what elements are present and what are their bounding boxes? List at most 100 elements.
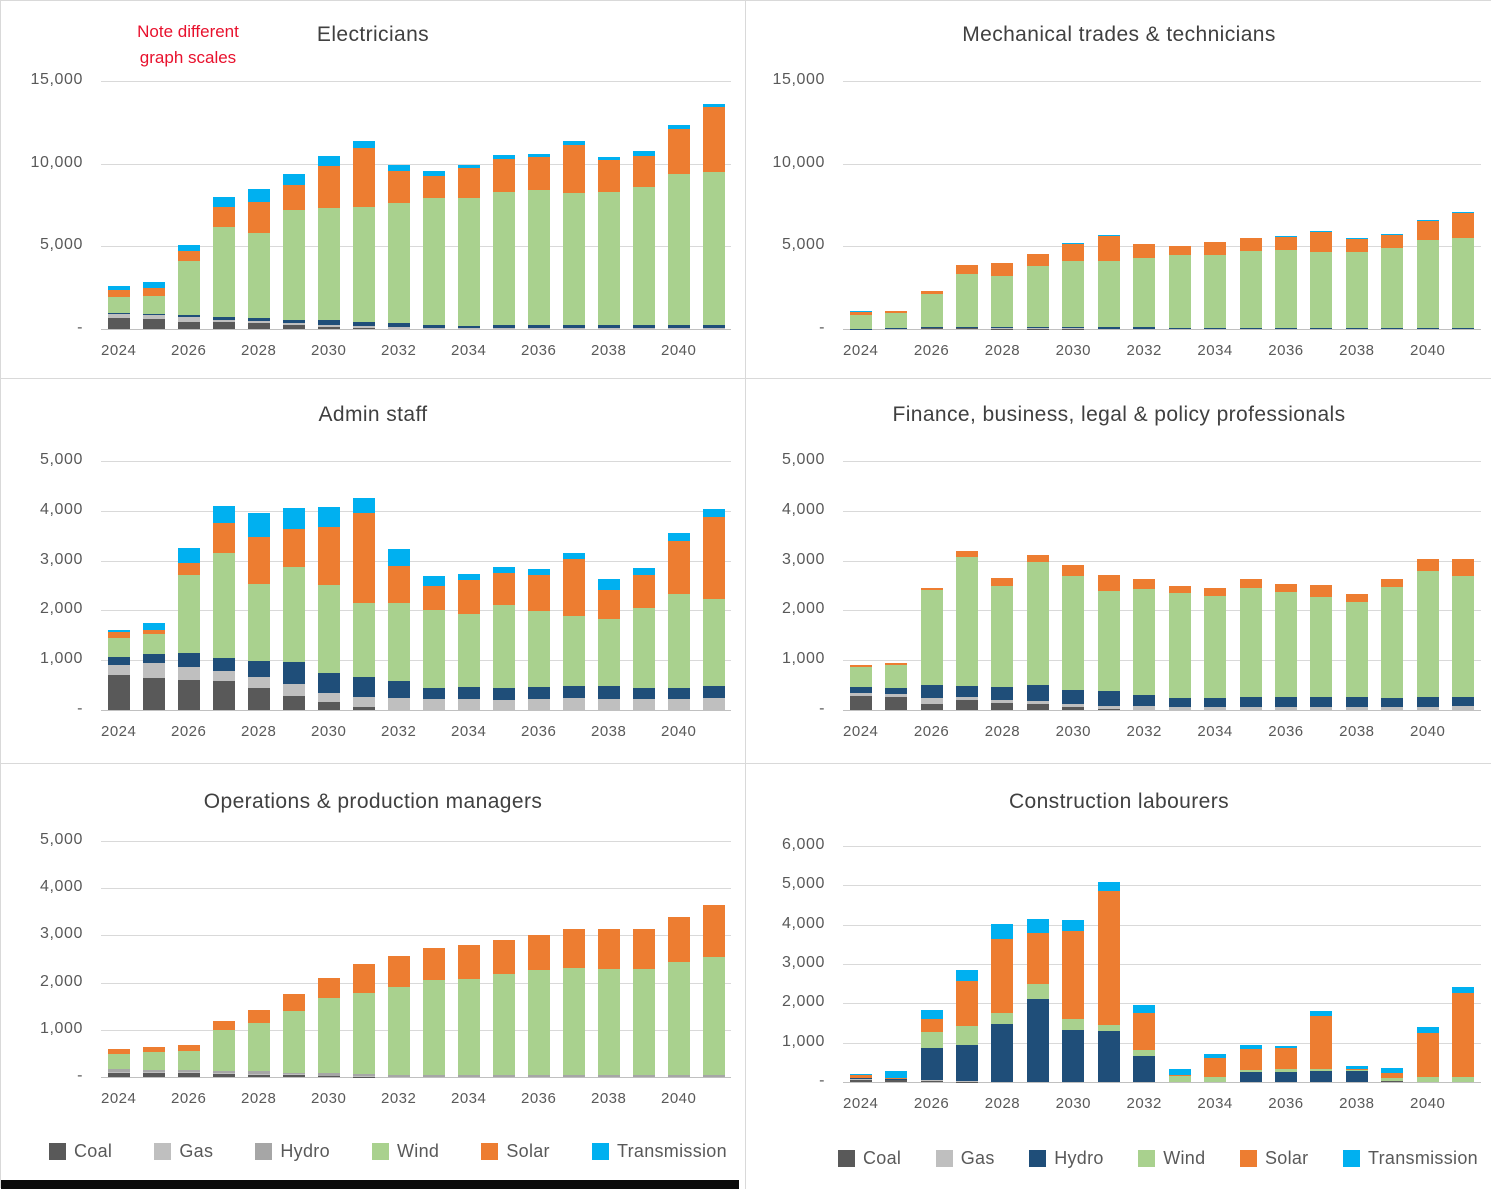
bar-segment-wind: [921, 294, 943, 327]
y-tick-label: 3,000: [782, 551, 825, 569]
bar-segment-coal: [850, 696, 872, 710]
x-tick-label: 2034: [1197, 1095, 1232, 1112]
bar-2029: [1027, 81, 1049, 329]
bar-2033: [423, 461, 445, 710]
bar-2024: [108, 461, 130, 710]
x-tick-label: [416, 342, 451, 359]
bar-slot-2034: [451, 461, 486, 710]
bar-segment-gas: [423, 699, 445, 710]
bar-segment-gas: [598, 328, 620, 329]
bars: [843, 81, 1481, 329]
legend-item-coal: Coal: [838, 1148, 901, 1169]
bar-slot-2037: [556, 461, 591, 710]
bar-segment-wind: [178, 1051, 200, 1070]
bar-slot-2038: [1339, 846, 1374, 1082]
bar-segment-wind: [528, 611, 550, 687]
x-tick-label: [1091, 723, 1126, 740]
bar-segment-hydro: [1417, 697, 1439, 706]
bar-segment-transmission: [388, 549, 410, 566]
bar-segment-solar: [633, 156, 655, 187]
x-tick-label: 2036: [521, 723, 556, 740]
bar-2024: [108, 81, 130, 329]
bar-slot-2031: [1091, 81, 1126, 329]
bar-segment-transmission: [318, 507, 340, 527]
x-tick-label: [1375, 1095, 1410, 1112]
bar-segment-hydro: [668, 688, 690, 699]
bar-segment-coal: [213, 681, 235, 710]
bar-2038: [598, 461, 620, 710]
bar-segment-wind: [1452, 576, 1474, 697]
bar-2040: [668, 461, 690, 710]
bar-segment-transmission: [178, 548, 200, 563]
bar-segment-wind: [108, 1054, 130, 1070]
bar-segment-transmission: [1133, 1005, 1155, 1014]
bar-segment-solar: [1240, 238, 1262, 251]
x-tick-label: [626, 1090, 661, 1107]
bar-segment-hydro: [1204, 698, 1226, 707]
bar-segment-hydro: [1346, 697, 1368, 707]
bar-segment-solar: [668, 917, 690, 962]
bar-segment-hydro: [991, 687, 1013, 700]
bar-slot-2034: [1197, 846, 1232, 1082]
bar-segment-solar: [598, 929, 620, 969]
bar-segment-gas: [248, 677, 270, 687]
bar-2040: [1417, 461, 1439, 710]
y-tick-label: 1,000: [782, 650, 825, 668]
x-tick-label: 2032: [1127, 723, 1162, 740]
bar-segment-wind: [248, 1023, 270, 1071]
legend-swatch-coal: [49, 1143, 66, 1160]
bar-segment-wind: [1169, 593, 1191, 698]
x-tick-label: [1091, 342, 1126, 359]
bar-2028: [991, 846, 1013, 1082]
bar-segment-transmission: [178, 245, 200, 252]
bar-segment-hydro: [1133, 1056, 1155, 1081]
bar-segment-wind: [850, 667, 872, 687]
bar-segment-wind: [213, 1030, 235, 1071]
bar-segment-solar: [248, 1010, 270, 1023]
bar-slot-2039: [1375, 81, 1410, 329]
legend-swatch-hydro: [255, 1143, 272, 1160]
legend-label: Hydro: [280, 1141, 330, 1162]
bar-2032: [1133, 81, 1155, 329]
bar-2041: [1452, 461, 1474, 710]
legend-item-transmission: Transmission: [1343, 1148, 1478, 1169]
bar-2029: [1027, 846, 1049, 1082]
x-tick-label: [486, 723, 521, 740]
bar-segment-coal: [248, 1075, 270, 1077]
bar-2024: [108, 841, 130, 1077]
bar-segment-coal: [108, 1073, 130, 1077]
bar-segment-coal: [1027, 704, 1049, 710]
bar-2027: [213, 461, 235, 710]
bars: [843, 846, 1481, 1082]
bar-2041: [1452, 81, 1474, 329]
y-tick-label: 2,000: [782, 993, 825, 1011]
bar-segment-solar: [563, 929, 585, 968]
bar-segment-solar: [248, 537, 270, 583]
bar-segment-hydro: [213, 658, 235, 671]
bar-2031: [353, 841, 375, 1077]
bar-2040: [1417, 846, 1439, 1082]
bar-segment-wind: [850, 315, 872, 329]
bar-segment-hydro: [1169, 698, 1191, 707]
x-tick-label: [206, 723, 241, 740]
bar-slot-2041: [1445, 81, 1480, 329]
bar-segment-solar: [283, 994, 305, 1010]
bar-segment-wind: [318, 208, 340, 321]
panel-finance: Finance, business, legal & policy profes…: [746, 379, 1491, 764]
x-tick-label: 2036: [1268, 1095, 1303, 1112]
x-tick-label: [1445, 723, 1480, 740]
bar-segment-gas: [1452, 706, 1474, 710]
bar-segment-transmission: [598, 579, 620, 590]
bar-2041: [703, 841, 725, 1077]
bar-2039: [633, 841, 655, 1077]
bar-segment-gas: [1310, 707, 1332, 710]
bar-2032: [388, 841, 410, 1077]
bar-segment-wind: [1346, 252, 1368, 328]
x-tick-label: [1375, 342, 1410, 359]
bar-segment-transmission: [143, 623, 165, 630]
legend-label: Transmission: [617, 1141, 727, 1162]
bar-segment-wind: [563, 616, 585, 685]
bar-segment-coal: [143, 678, 165, 710]
bar-2025: [143, 81, 165, 329]
